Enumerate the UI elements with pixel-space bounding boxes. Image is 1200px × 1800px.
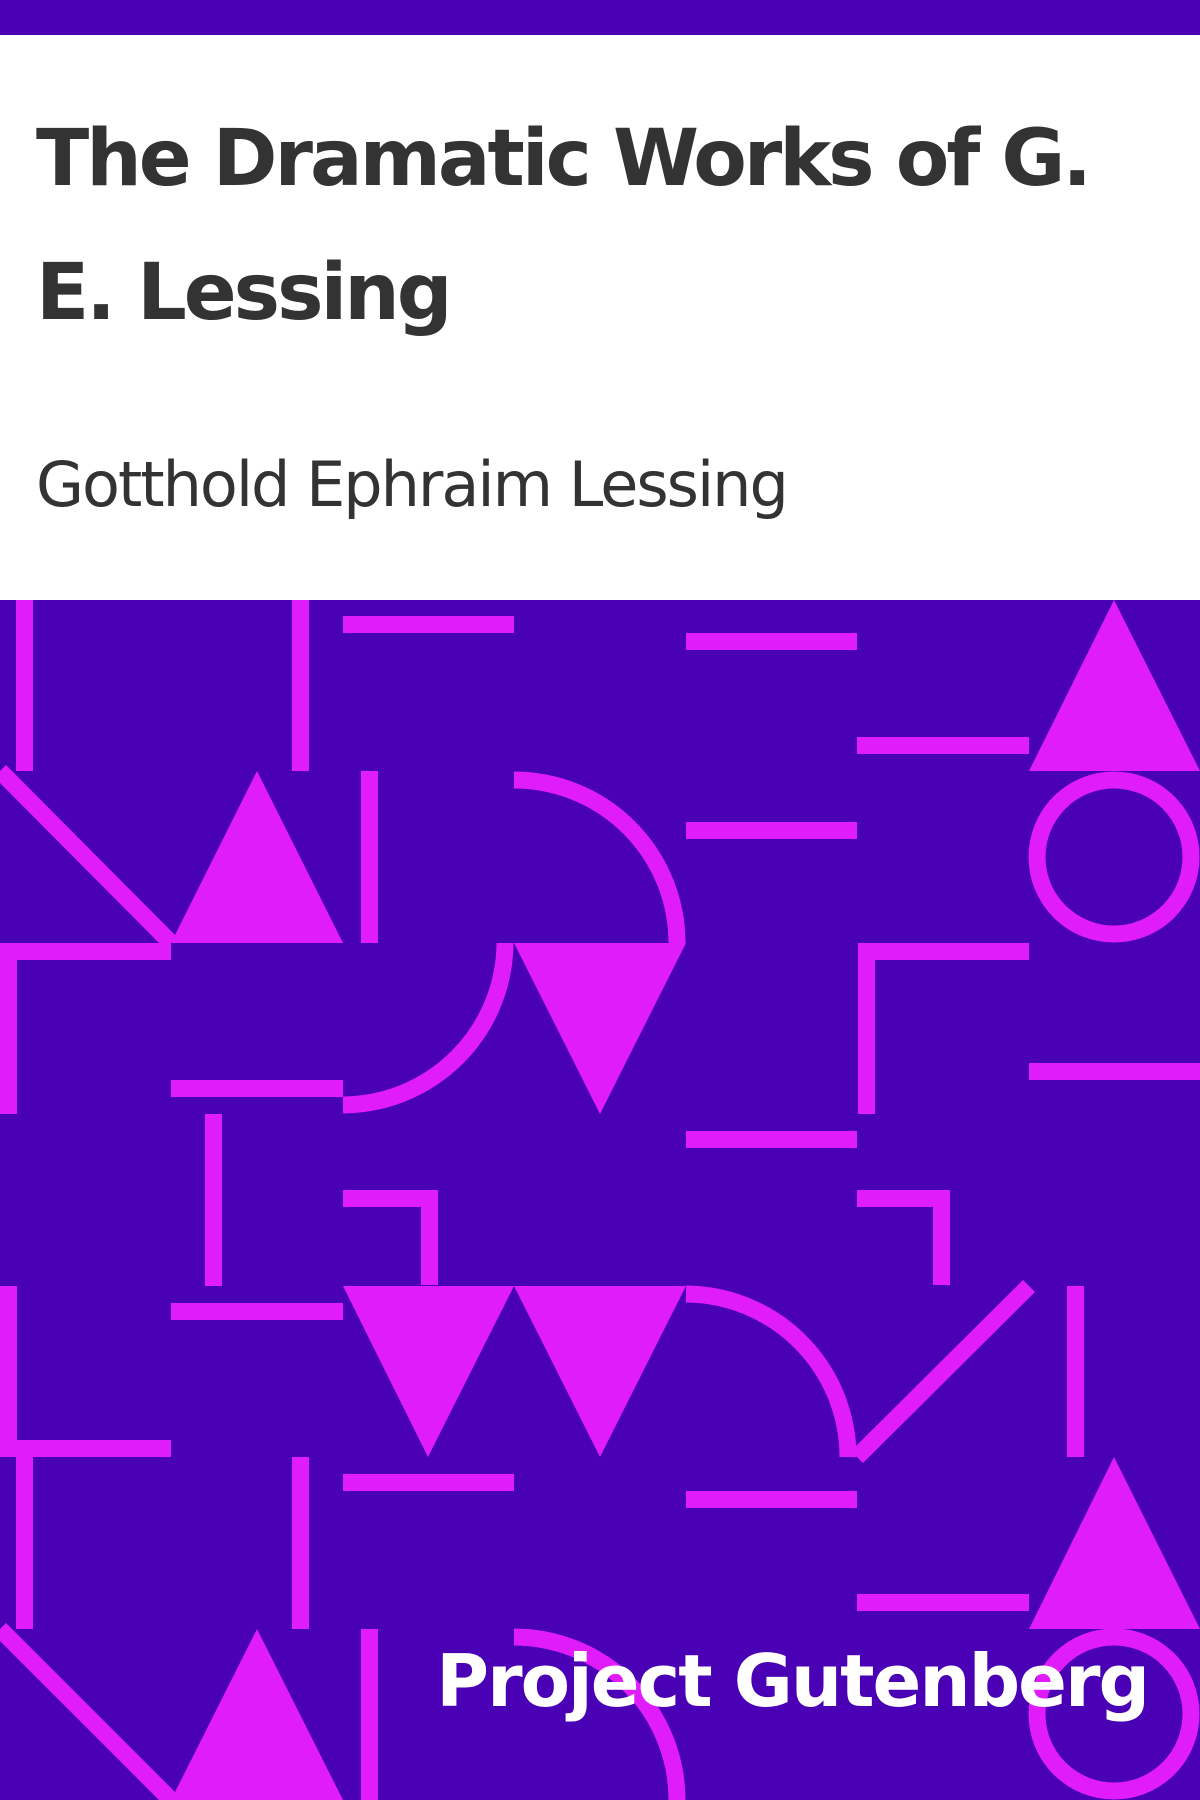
pattern-diagonal	[0, 1622, 178, 1800]
pattern-bar	[292, 600, 309, 771]
publisher-logo: Project Gutenberg	[436, 1639, 1150, 1723]
pattern-bar	[361, 771, 378, 943]
pattern-bar	[858, 943, 1029, 960]
pattern-bar	[858, 943, 875, 1114]
pattern-bar	[16, 600, 33, 771]
pattern-bar	[421, 1190, 438, 1285]
pattern-bar	[0, 1286, 17, 1457]
pattern-bar	[16, 1457, 33, 1629]
pattern-bar	[171, 1080, 343, 1097]
pattern-diagonal	[0, 765, 178, 949]
pattern-bar	[857, 1594, 1029, 1611]
pattern-circle	[1028, 771, 1200, 943]
pattern-bar	[857, 737, 1029, 754]
pattern-bar	[292, 1457, 309, 1629]
pattern-triangle	[171, 1629, 343, 1800]
pattern-bar	[343, 1190, 438, 1207]
top-color-bar	[0, 0, 1200, 35]
pattern-triangle	[171, 771, 343, 943]
pattern-bar	[0, 943, 17, 1114]
pattern-triangle	[1029, 1457, 1200, 1629]
pattern-arc	[513, 1628, 686, 1800]
pattern-bar	[686, 1131, 857, 1148]
pattern-background	[0, 600, 1200, 1800]
pattern-bar	[171, 1303, 343, 1320]
pattern-triangle	[1029, 600, 1200, 771]
pattern-bar	[857, 1190, 950, 1207]
pattern-bar	[343, 616, 514, 633]
pattern-bar	[361, 1629, 378, 1800]
pattern-bar	[686, 633, 857, 650]
pattern-strokes	[0, 765, 1200, 1800]
pattern-bar	[1067, 1286, 1084, 1457]
pattern-diagonal	[851, 1279, 1035, 1464]
pattern-bar	[686, 1491, 857, 1508]
pattern-bar	[686, 822, 857, 839]
book-title: The Dramatic Works of G. E. Lessing	[36, 114, 1092, 338]
book-author: Gotthold Ephraim Lessing	[36, 448, 789, 521]
pattern-arc	[342, 942, 514, 1114]
geometric-pattern	[0, 600, 1200, 1800]
pattern-bar	[933, 1190, 950, 1285]
pattern-triangle	[514, 1286, 686, 1457]
pattern-circle	[1028, 1628, 1200, 1800]
pattern-triangle	[514, 943, 686, 1114]
pattern-triangle	[343, 1286, 514, 1457]
pattern-bar	[1029, 1063, 1200, 1080]
pattern-arc	[513, 771, 686, 944]
pattern-bar	[0, 943, 171, 960]
pattern-fills	[0, 600, 1200, 1800]
pattern-arc	[685, 1285, 857, 1458]
pattern-bar	[343, 1474, 514, 1491]
pattern-bar	[205, 1114, 222, 1286]
pattern-bar	[0, 1440, 171, 1457]
